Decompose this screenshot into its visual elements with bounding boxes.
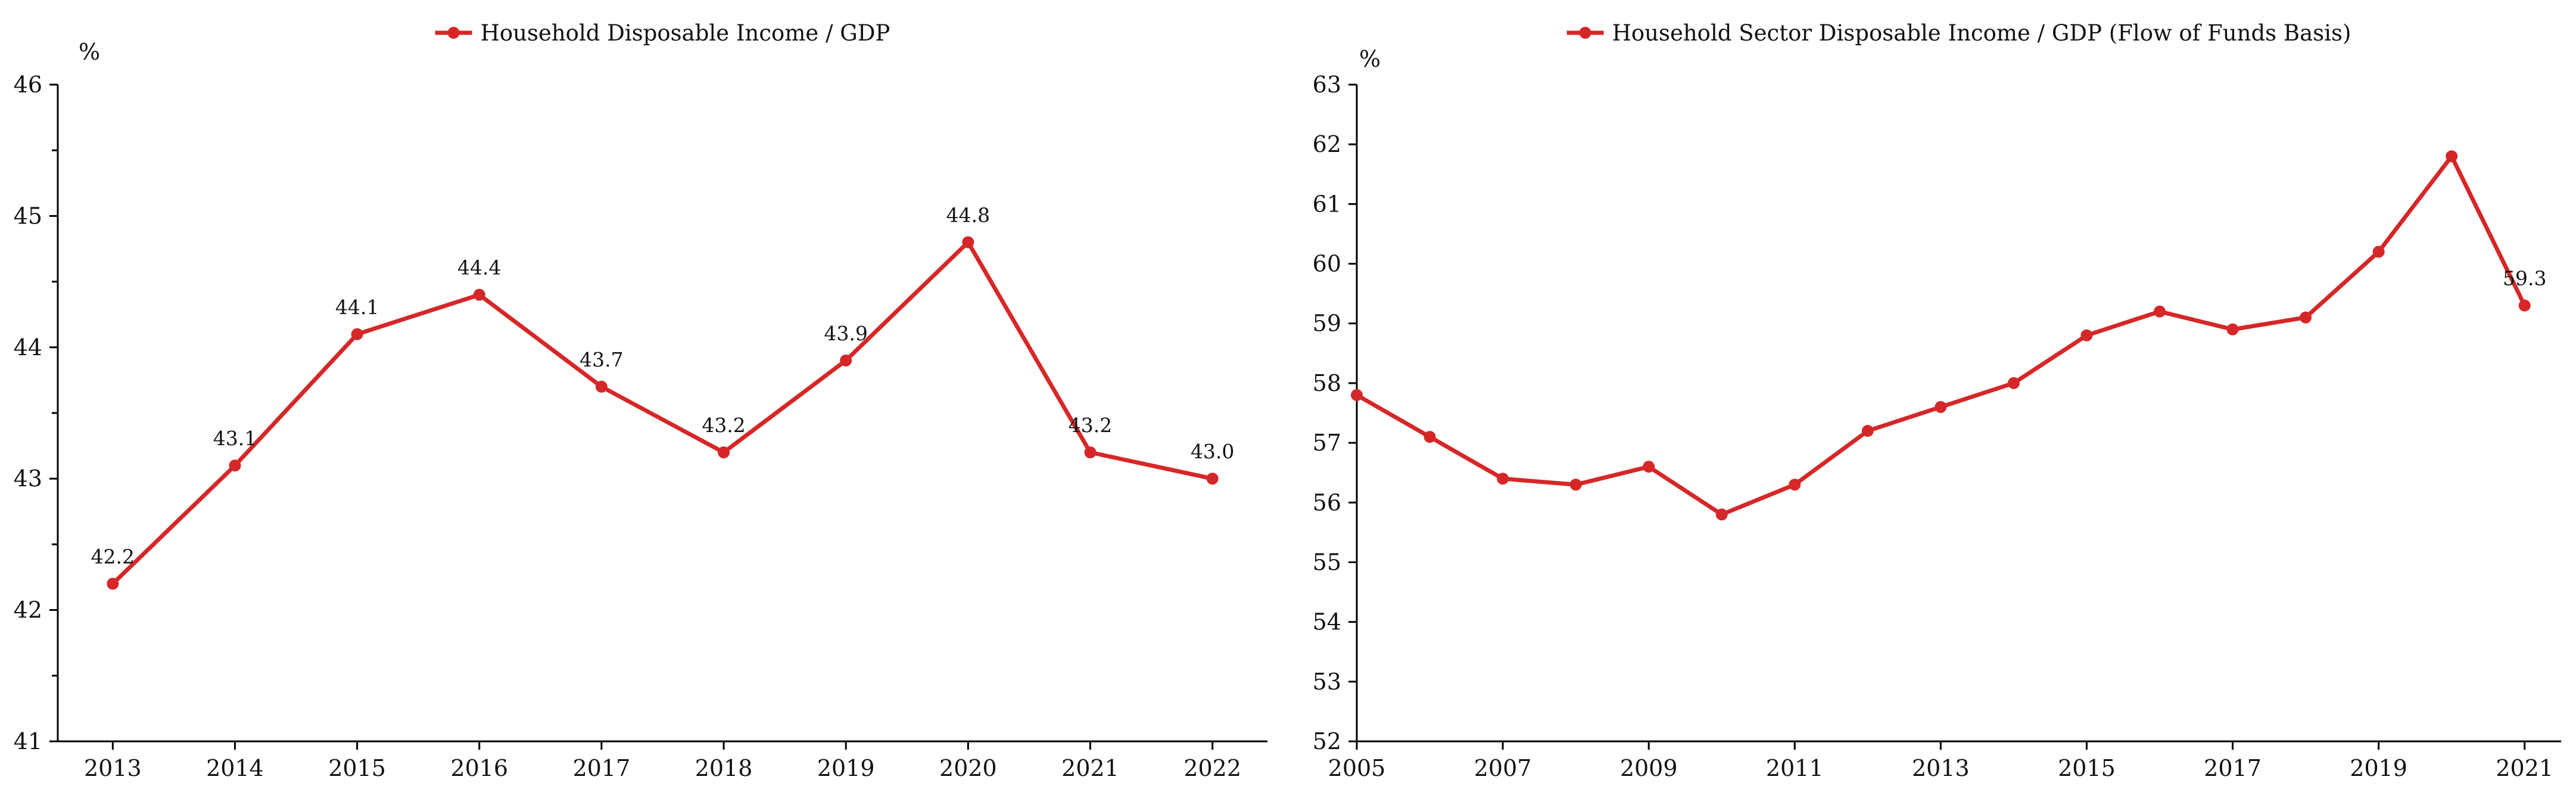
x-tick-label: 2019 — [2350, 755, 2407, 781]
legend-label: Household Disposable Income / GDP — [481, 20, 890, 46]
x-tick-label: 2011 — [1766, 755, 1824, 781]
data-point — [962, 236, 974, 249]
x-tick-label: 2018 — [695, 755, 753, 781]
data-point — [1861, 425, 1874, 437]
data-point — [1789, 479, 1801, 491]
y-tick-label: 56 — [1313, 489, 1341, 515]
x-tick-label: 2022 — [1183, 755, 1241, 781]
data-point — [2518, 299, 2531, 312]
data-point — [1715, 508, 1728, 521]
x-tick-label: 2021 — [2496, 755, 2553, 781]
x-tick-label: 2016 — [450, 755, 508, 781]
y-tick-label: 44 — [14, 334, 42, 361]
x-tick-label: 2015 — [328, 755, 386, 781]
x-tick-label: 2007 — [1474, 755, 1532, 781]
y-tick-label: 59 — [1313, 310, 1341, 337]
x-tick-label: 2013 — [1912, 755, 1970, 781]
y-tick-label: 61 — [1313, 191, 1341, 217]
y-tick-label: 45 — [14, 203, 42, 229]
data-label: 43.7 — [580, 348, 623, 371]
data-point — [1935, 400, 1947, 413]
data-label: 43.2 — [702, 414, 745, 437]
data-point — [1643, 461, 1655, 473]
data-point — [229, 459, 241, 472]
y-tick-label: 63 — [1313, 72, 1341, 98]
data-label: 43.1 — [213, 427, 257, 450]
x-tick-label: 2009 — [1620, 755, 1678, 781]
data-label: 43.2 — [1069, 414, 1112, 437]
data-point — [2007, 377, 2020, 389]
data-label: 44.1 — [335, 296, 379, 319]
data-point — [2300, 311, 2312, 324]
y-tick-label: 60 — [1313, 251, 1341, 277]
data-point — [1351, 389, 1363, 401]
legend-swatch-marker — [447, 27, 460, 39]
legend-label: Household Sector Disposable Income / GDP… — [1612, 20, 2351, 46]
data-point — [1569, 479, 1582, 491]
x-tick-label: 2015 — [2058, 755, 2116, 781]
chart-left-panel: 41 42 43 44 45 46 2013 2014 2015 2016 2017 2018 2019… — [14, 20, 1267, 781]
x-tick-label: 2017 — [573, 755, 631, 781]
y-tick-label: 58 — [1313, 370, 1341, 396]
data-point — [2080, 329, 2093, 341]
data-point — [2372, 246, 2385, 258]
y-tick-label: 53 — [1313, 669, 1341, 695]
chart-right-panel: 52 53 54 55 56 57 58 59 60 61 62 63 2005 2007 2009 2011… — [1313, 20, 2561, 781]
x-tick-label: 2005 — [1328, 755, 1386, 781]
x-tick-label: 2013 — [84, 755, 142, 781]
data-point — [107, 577, 119, 590]
data-label: 44.4 — [457, 256, 501, 279]
data-point — [351, 328, 363, 340]
y-tick-label: 52 — [1313, 728, 1341, 754]
data-point — [595, 380, 608, 393]
data-point — [1497, 473, 1509, 485]
data-label: 44.8 — [946, 203, 990, 226]
y-tick-label: 62 — [1313, 131, 1341, 157]
data-point — [2154, 305, 2166, 318]
data-label: 42.2 — [91, 545, 135, 569]
y-unit-label: % — [79, 39, 100, 65]
data-point — [2226, 323, 2239, 336]
series-line — [111, 240, 1213, 586]
x-tick-label: 2014 — [206, 755, 264, 781]
data-point — [2446, 150, 2458, 163]
y-tick-label: 57 — [1313, 430, 1341, 456]
data-label: 43.0 — [1191, 440, 1234, 463]
y-tick-label: 42 — [14, 597, 42, 623]
data-point — [1084, 446, 1097, 459]
data-label: 43.9 — [824, 322, 867, 345]
y-tick-label: 41 — [14, 728, 42, 754]
x-tick-label: 2019 — [817, 755, 875, 781]
x-tick-label: 2021 — [1061, 755, 1119, 781]
y-tick-label: 55 — [1313, 549, 1341, 575]
data-label: 59.3 — [2503, 267, 2546, 290]
y-tick-label: 43 — [14, 465, 42, 492]
data-point — [1424, 431, 1436, 443]
y-tick-label: 46 — [14, 72, 42, 98]
legend-swatch-marker — [1579, 27, 1591, 39]
y-unit-label: % — [1359, 46, 1381, 72]
data-point — [473, 288, 485, 301]
y-tick-label: 54 — [1313, 609, 1341, 635]
x-tick-label: 2017 — [2204, 755, 2262, 781]
data-point — [840, 354, 852, 367]
data-point — [1206, 473, 1219, 485]
data-point — [718, 446, 730, 459]
x-tick-label: 2020 — [939, 755, 997, 781]
series-line — [1356, 154, 2527, 517]
